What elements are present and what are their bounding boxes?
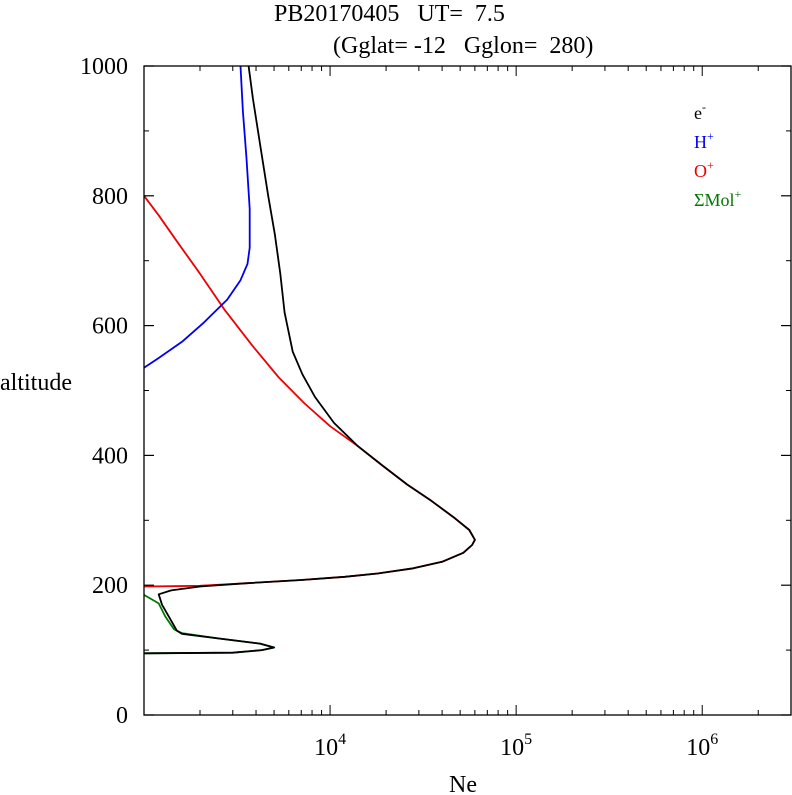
y-tick-label: 600 xyxy=(92,314,128,340)
y-tick-label: 800 xyxy=(92,184,128,210)
y-axis-label: altitude xyxy=(0,370,72,396)
x-tick-label: 105 xyxy=(500,731,532,761)
y-tick-label: 200 xyxy=(92,573,128,599)
y-tick-label: 0 xyxy=(116,703,128,729)
legend-entry-h: H+ xyxy=(694,129,714,152)
legend-entry-mol: ΣMol+ xyxy=(694,187,741,210)
y-tick-label: 400 xyxy=(92,443,128,469)
legend-entry-o: O+ xyxy=(694,158,714,181)
series-line-mol xyxy=(143,594,276,655)
legend: e- H+ O+ ΣMol+ xyxy=(694,100,741,210)
chart-title-line2: (Gglat= -12 Gglon= 280) xyxy=(333,33,594,59)
series-line-o xyxy=(143,195,476,588)
series-line-h xyxy=(143,65,251,369)
x-tick-label: 104 xyxy=(314,731,346,761)
chart-title-line1: PB20170405 UT= 7.5 xyxy=(274,1,505,27)
x-axis-label: Ne xyxy=(449,772,477,795)
legend-entry-e: e- xyxy=(694,100,706,123)
series-line-e xyxy=(143,65,476,655)
y-tick-label: 1000 xyxy=(80,54,128,80)
x-tick-label: 106 xyxy=(686,731,718,761)
